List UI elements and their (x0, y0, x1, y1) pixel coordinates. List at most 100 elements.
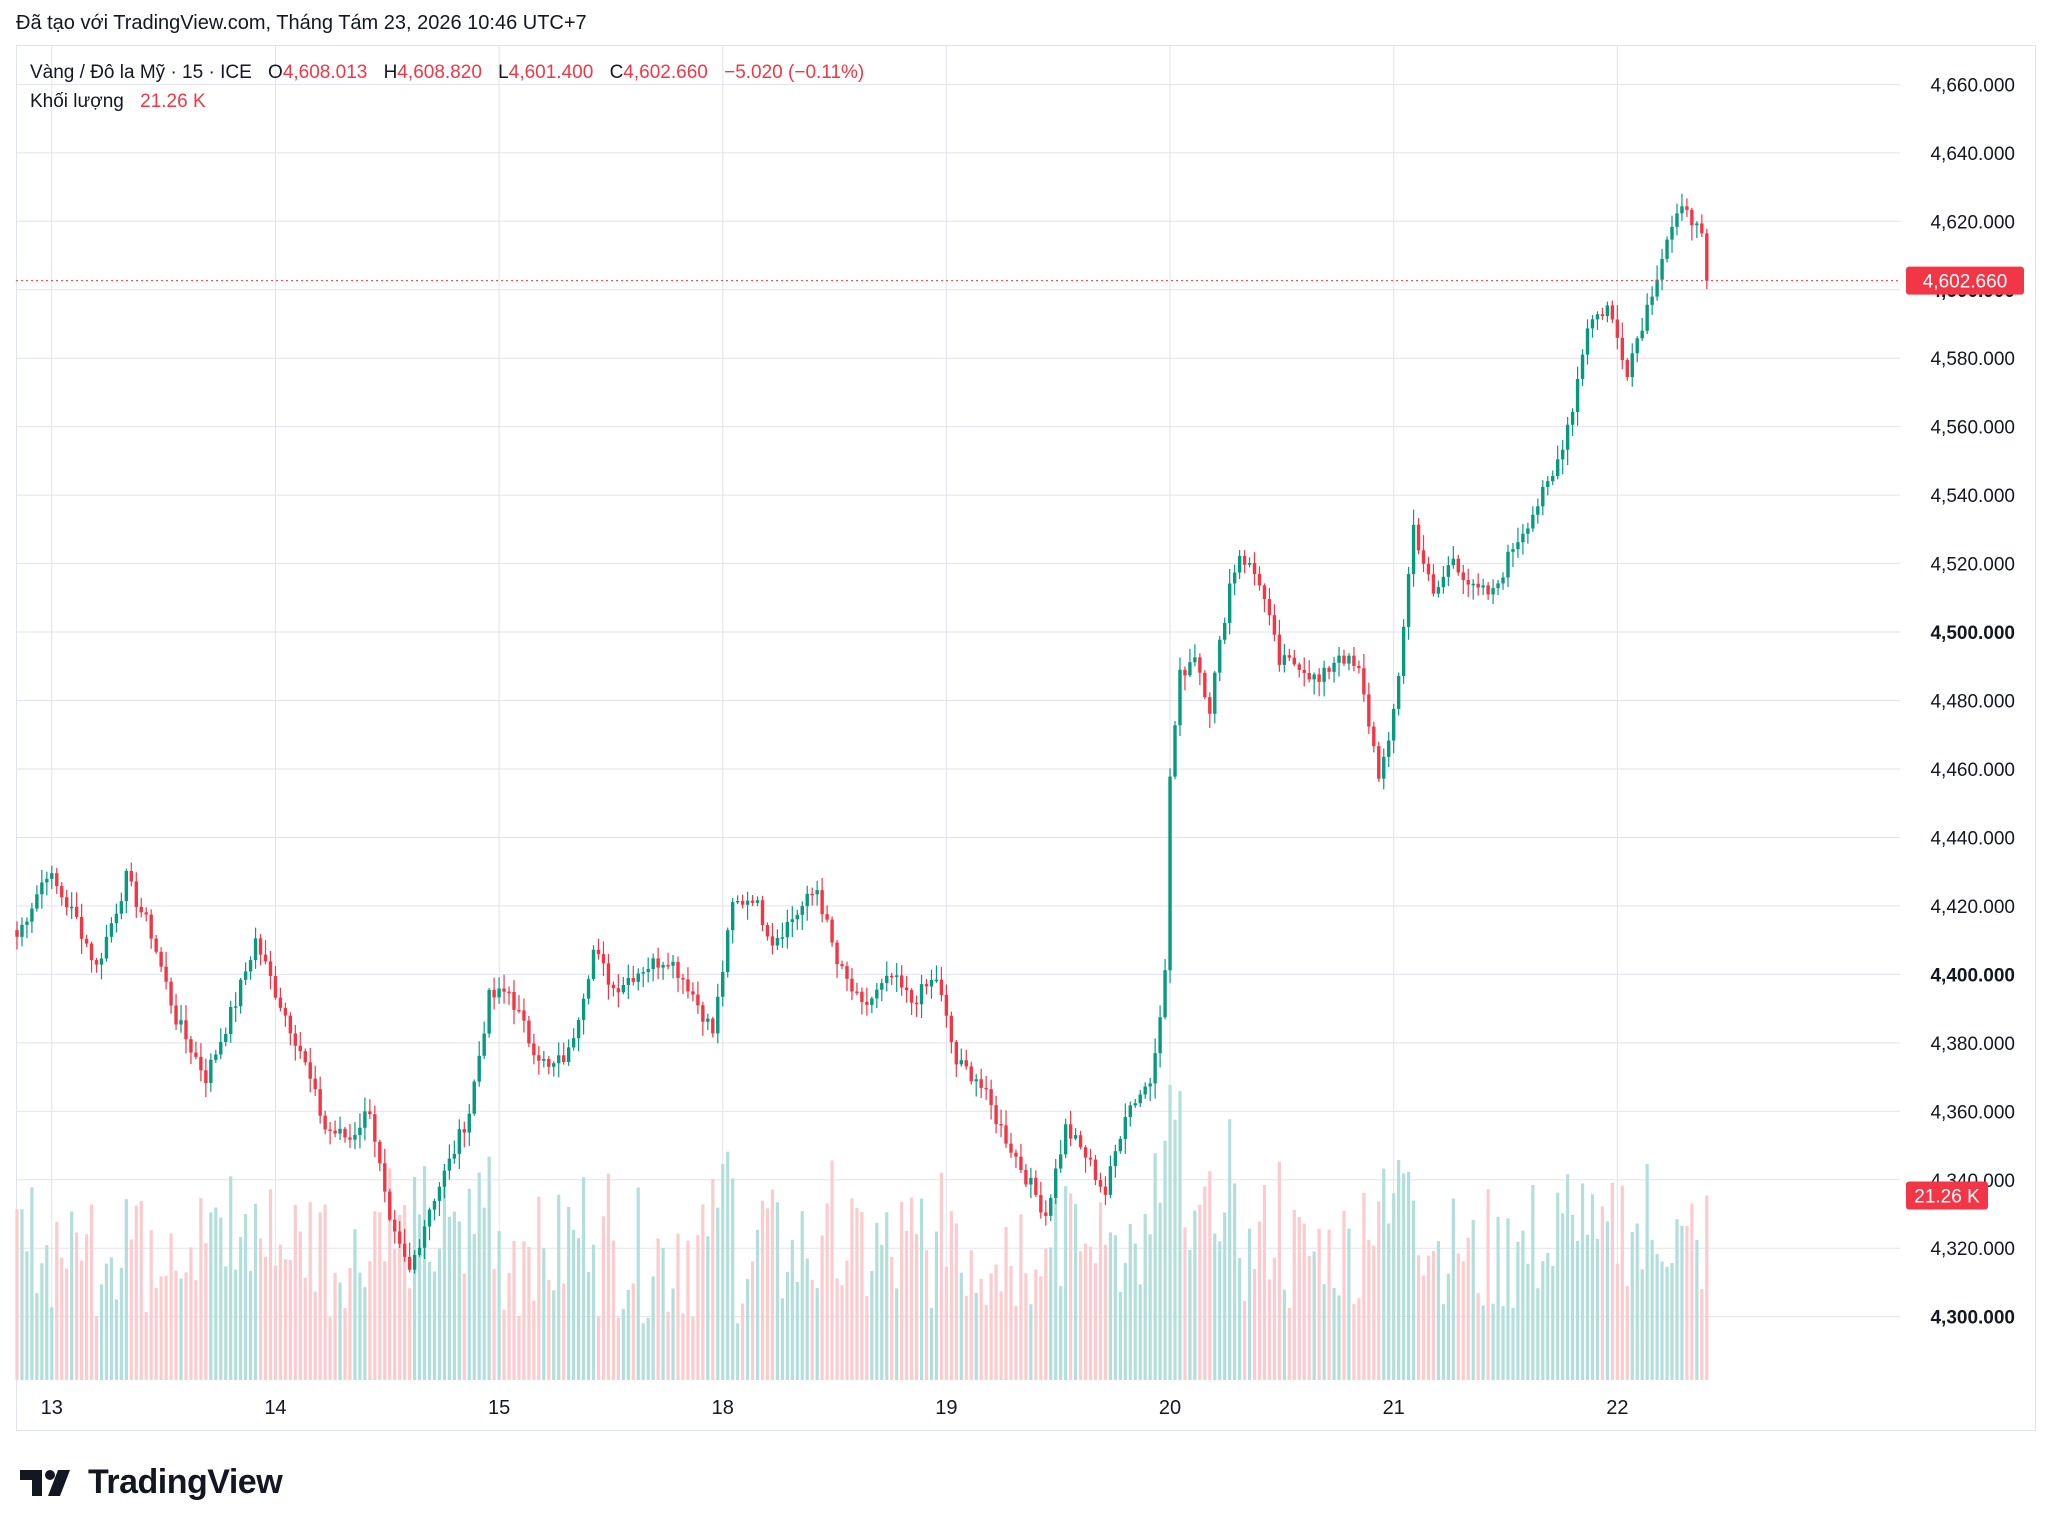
legend-low-value: 4,601.400 (508, 62, 594, 83)
candle-body (934, 979, 939, 982)
x-axis-tick-label: 15 (488, 1397, 510, 1419)
volume-bar (1282, 1289, 1286, 1380)
legend-volume-label[interactable]: Khối lượng (30, 91, 124, 112)
candle-body (1620, 337, 1625, 361)
volume-bar (716, 1207, 720, 1380)
candle-body (562, 1055, 566, 1062)
y-axis-tick-label: 4,580.000 (1930, 349, 2015, 370)
candle-body (944, 994, 949, 1016)
candle-body (363, 1111, 367, 1128)
volume-bar (1014, 1306, 1018, 1380)
volume-bar (164, 1275, 168, 1380)
volume-bar (581, 1177, 586, 1380)
y-axis-tick-label: 4,480.000 (1930, 692, 2015, 713)
candle-body (159, 951, 163, 967)
volume-bar (80, 1260, 84, 1380)
candle-body (1262, 585, 1267, 600)
volume-bar (865, 1295, 869, 1380)
volume-bar (572, 1229, 576, 1380)
volume-bar (1382, 1168, 1386, 1380)
volume-bar (850, 1198, 854, 1380)
volume-bar (706, 1236, 710, 1380)
legend-close-value: 4,602.660 (623, 62, 708, 83)
volume-bar (403, 1205, 407, 1380)
candle-body (422, 1226, 427, 1248)
candle-body (566, 1047, 571, 1062)
candle-body (378, 1141, 382, 1164)
volume-bar (333, 1272, 337, 1380)
candle-body (288, 1015, 293, 1034)
candle-body (1396, 675, 1401, 709)
volume-bar (1496, 1216, 1500, 1380)
volume-bar (1163, 1140, 1167, 1380)
candle-body (1556, 459, 1560, 477)
x-axis-tick-label: 19 (935, 1397, 957, 1419)
candle-body (527, 1020, 531, 1044)
candle-body (1700, 223, 1704, 234)
legend-symbol[interactable]: Vàng / Đô la Mỹ · 15 · ICE (30, 62, 252, 83)
volume-bar (562, 1283, 566, 1380)
volume-bar (701, 1204, 705, 1380)
volume-bar (1218, 1241, 1222, 1380)
candle-body (805, 893, 809, 907)
volume-bar (1302, 1223, 1306, 1380)
chart-frame[interactable] (16, 45, 2036, 1431)
candle-body (1138, 1094, 1142, 1104)
candle-body (1118, 1138, 1123, 1152)
volume-bar (55, 1221, 59, 1380)
candle-body (1431, 574, 1436, 594)
volume-bar (895, 1288, 899, 1380)
volume-bar (646, 1317, 650, 1380)
candle-body (1352, 655, 1356, 666)
volume-bar (373, 1211, 377, 1380)
candle-body (124, 871, 129, 902)
candle-body (939, 979, 944, 995)
candle-body (1088, 1157, 1093, 1160)
candle-body (1690, 209, 1694, 226)
candle-body (1426, 563, 1431, 575)
candle-body (1382, 756, 1386, 779)
volume-bar (25, 1251, 29, 1380)
volume-bar (1039, 1276, 1043, 1380)
volume-bar (656, 1238, 660, 1380)
volume-bar (537, 1196, 541, 1380)
candle-body (214, 1054, 218, 1060)
candle-body (616, 988, 621, 993)
x-axis-tick-label: 14 (264, 1397, 286, 1419)
volume-bar (711, 1178, 715, 1380)
volume-bar (1297, 1217, 1301, 1380)
candle-body (800, 906, 804, 915)
candle-body (1188, 662, 1192, 676)
tradingview-logo[interactable]: TradingView (20, 1463, 283, 1502)
candle-body (949, 1015, 954, 1042)
volume-bar (318, 1212, 322, 1380)
volume-bar (636, 1187, 640, 1380)
candle-body (1287, 655, 1292, 658)
candle-body (323, 1115, 327, 1130)
volume-bar (1367, 1239, 1371, 1380)
candle-body (601, 954, 606, 964)
candle-body (880, 983, 884, 990)
volume-bar (303, 1278, 307, 1380)
volume-bar (104, 1263, 109, 1380)
volume-bar (169, 1233, 173, 1380)
candle-body (427, 1209, 432, 1227)
candle-body (1585, 328, 1590, 355)
volume-bar (885, 1212, 889, 1380)
volume-bar (244, 1214, 248, 1380)
volume-bar (1690, 1203, 1694, 1380)
candle-body (1481, 585, 1485, 588)
candle-body (1506, 551, 1510, 578)
last-volume-badge (1906, 1181, 1988, 1210)
volume-bar (1093, 1263, 1098, 1380)
volume-bar (1590, 1194, 1595, 1380)
candle-body (343, 1128, 347, 1138)
volume-bar (860, 1212, 864, 1380)
candle-body (273, 976, 278, 998)
candle-body (1297, 664, 1301, 670)
candle-body (15, 930, 19, 937)
volume-bar (89, 1204, 94, 1380)
volume-bar (721, 1164, 725, 1380)
volume-bar (45, 1245, 49, 1380)
